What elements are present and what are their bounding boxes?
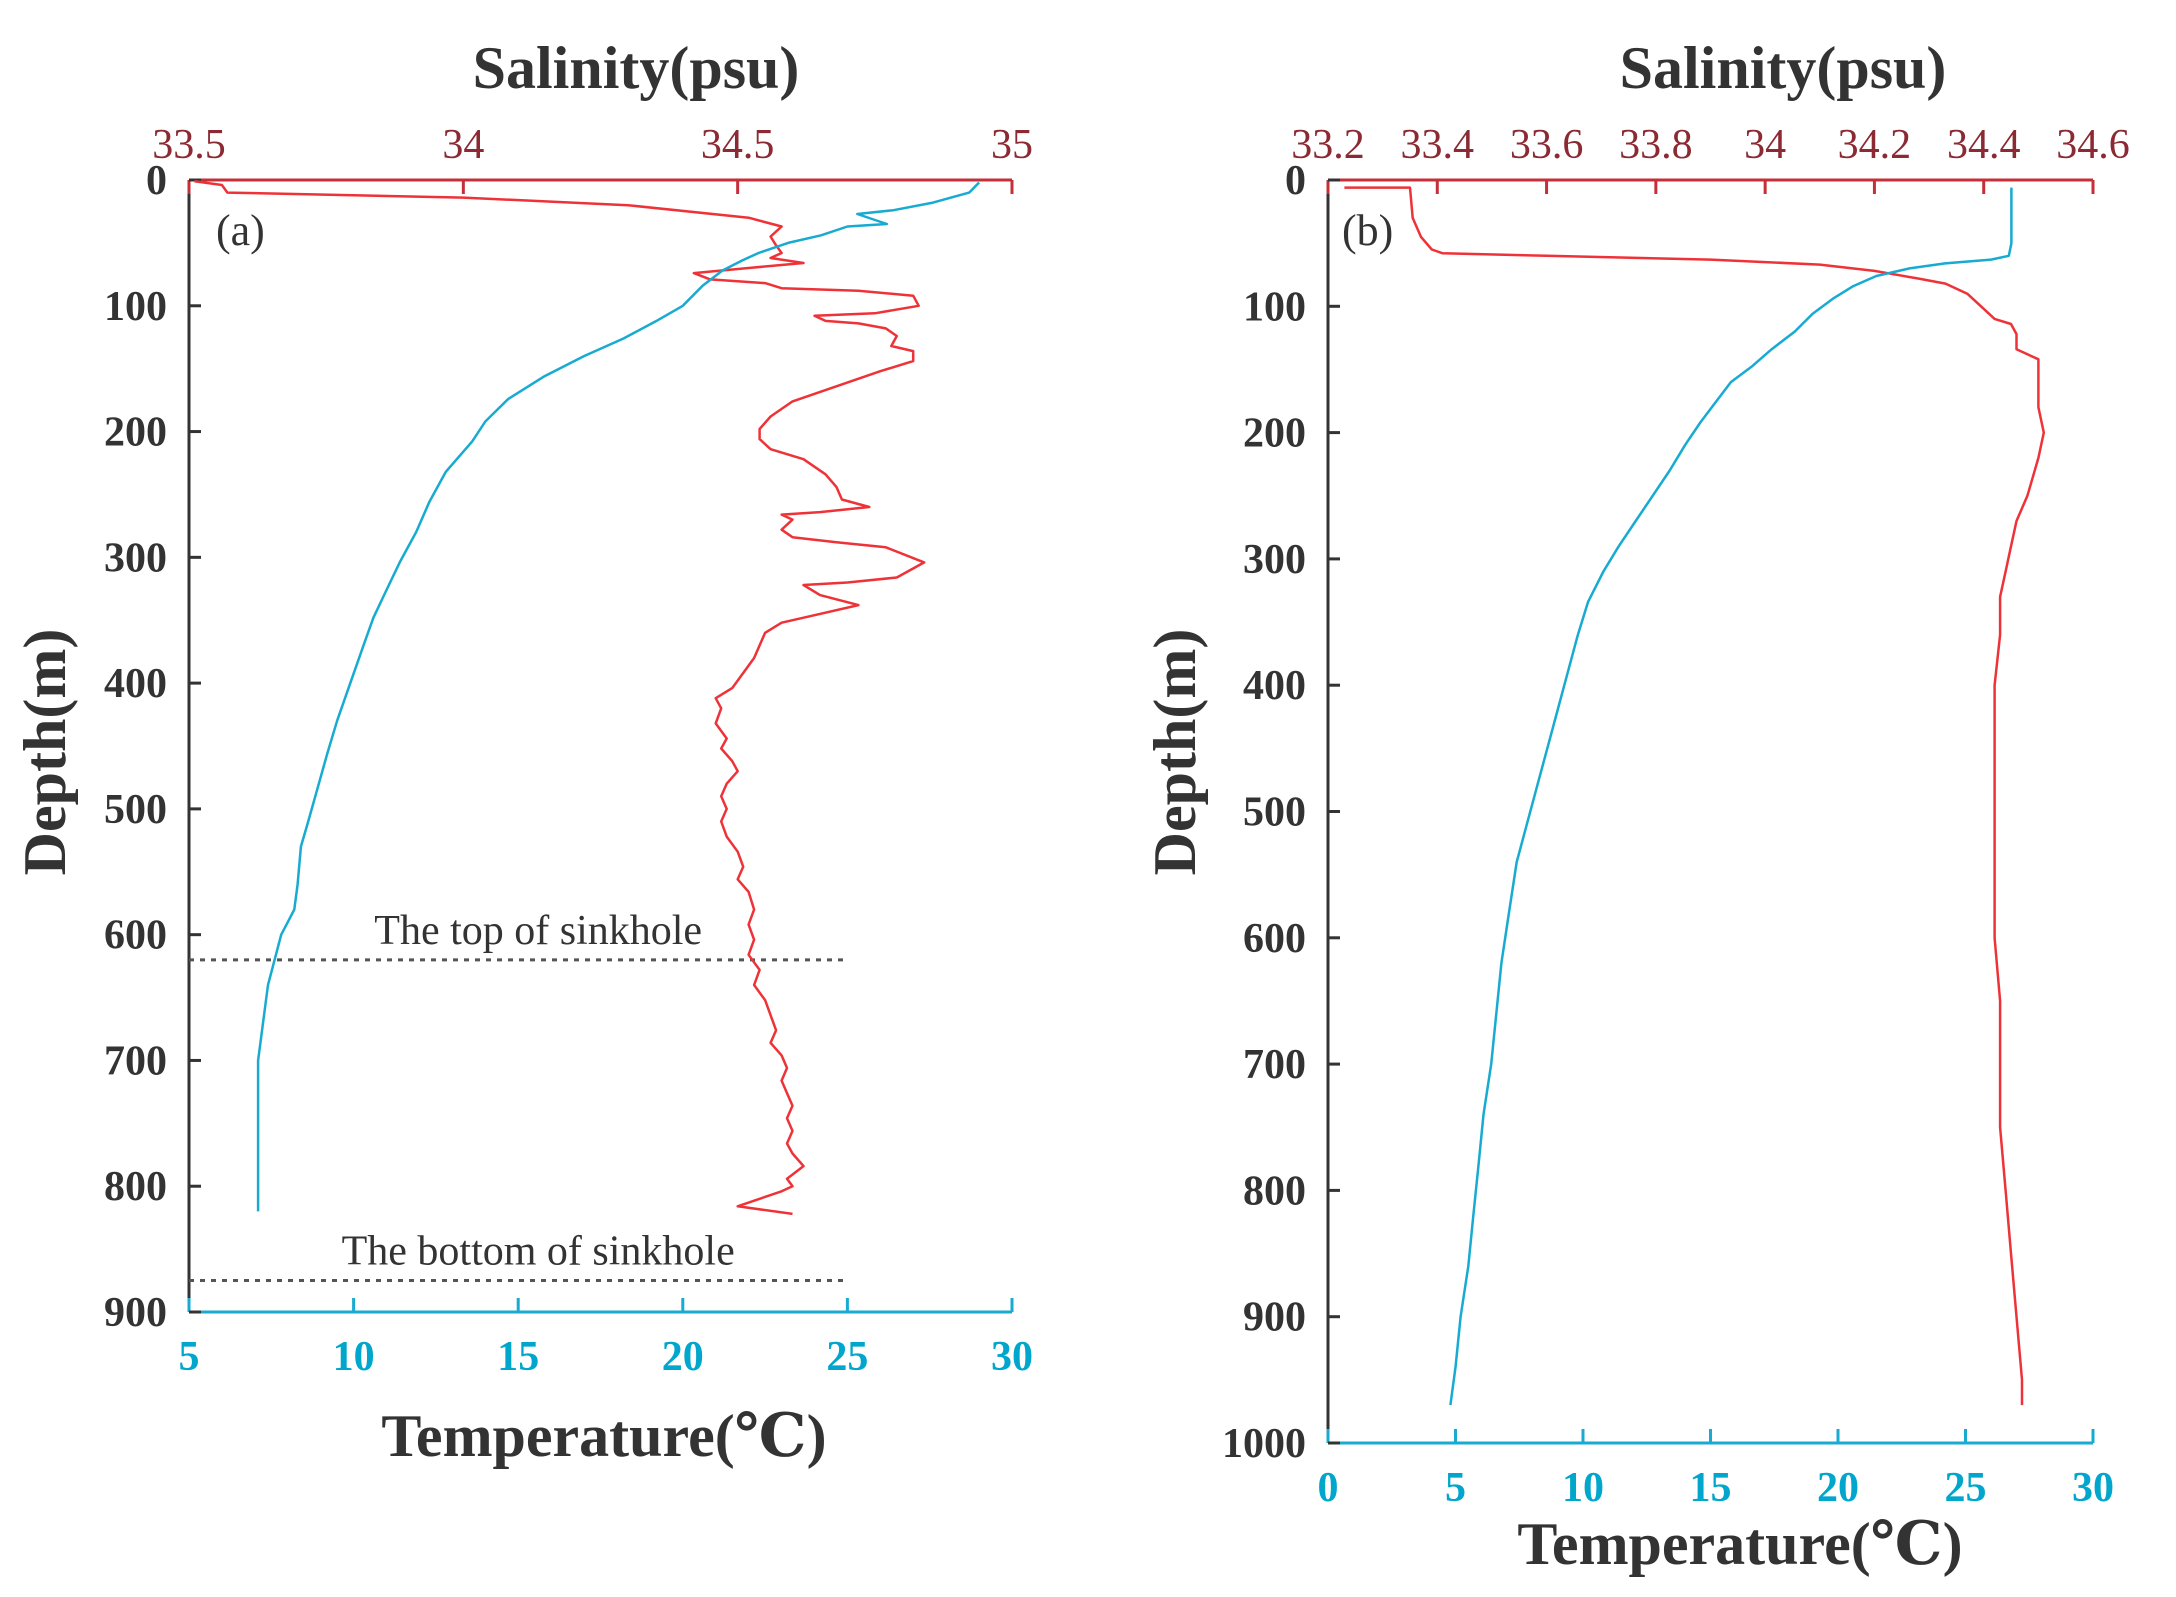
panel-a-salinity-tick-label: 34 <box>442 122 484 168</box>
panel-b-depth-tick-label: 900 <box>1243 1295 1306 1341</box>
panel-a-temperature-tick-label: 25 <box>826 1334 868 1380</box>
panel-a-depth-tick-label: 200 <box>104 410 167 456</box>
panel-b-depth-tick-label: 400 <box>1243 663 1306 709</box>
panel-a-temperature-tick-label: 30 <box>991 1334 1033 1380</box>
panel-b-depth-tick-label: 1000 <box>1222 1421 1306 1467</box>
panel-b-depth-tick-label: 0 <box>1285 158 1306 204</box>
panel-a-temperature-tick-label: 15 <box>497 1334 539 1380</box>
panel-b-temperature-tick-label: 0 <box>1318 1465 1339 1511</box>
panel-a-reference-line-label: The bottom of sinkhole <box>342 1229 735 1275</box>
panel-b-salinity-tick-label: 34 <box>1744 122 1786 168</box>
panel-b-temperature-ticks: 0 5 10 15 20 25 30 <box>1318 1429 2114 1511</box>
panel-b-salinity-tick-label: 33.6 <box>1510 122 1584 168</box>
panel-a-salinity-ticks: 33.5 34 34.5 35 <box>152 122 1033 194</box>
panel-b-temperature-axis-title: Temperature(℃) <box>1517 1511 1962 1577</box>
panel-b-salinity-line <box>1344 186 2046 1406</box>
panel-a-salinity-tick-label: 35 <box>991 122 1033 168</box>
panel-a-depth-axis-title: Depth(m) <box>12 629 78 876</box>
panel-a-salinity-tick-label: 34.5 <box>701 122 775 168</box>
panel-a-salinity-tick-label: 33.5 <box>152 122 226 168</box>
panel-a-temperature-tick-label: 10 <box>333 1334 375 1380</box>
panel-a-depth-tick-label: 300 <box>104 535 167 581</box>
panel-a-reference-line-label: The top of sinkhole <box>374 908 702 954</box>
panel-b-depth-tick-label: 100 <box>1243 284 1306 330</box>
panel-b-depth-tick-label: 700 <box>1243 1042 1306 1088</box>
panel-a-depth-tick-label: 0 <box>146 158 167 204</box>
panel-a-temperature-line <box>256 181 980 1212</box>
panel-b-temperature-tick-label: 25 <box>1945 1465 1987 1511</box>
panel-b-temperature-tick-label: 15 <box>1690 1465 1732 1511</box>
panel-b-temperature-line <box>1449 187 2013 1406</box>
panel-b-salinity-tick-label: 34.6 <box>2056 122 2130 168</box>
panel-a-reference-lines: The top of sinkhole The bottom of sinkhol… <box>189 908 848 1283</box>
panel-a-depth-tick-label: 100 <box>104 284 167 330</box>
panel-b-salinity-tick-label: 33.4 <box>1401 122 1475 168</box>
panel-a-salinity-line <box>194 180 926 1216</box>
panel-a-depth-tick-label: 700 <box>104 1038 167 1084</box>
panel-b-salinity-tick-label: 34.4 <box>1947 122 2021 168</box>
panel-b-depth-ticks: 0 100 200 300 400 500 600 700 800 900 1000 <box>1222 158 1340 1467</box>
panel-a-temperature-tick-label: 20 <box>662 1334 704 1380</box>
panel-a-depth-tick-label: 800 <box>104 1164 167 1210</box>
panel-b-salinity-tick-label: 33.2 <box>1291 122 1365 168</box>
panel-b-temperature-tick-label: 30 <box>2072 1465 2114 1511</box>
panel-a-depth-tick-label: 500 <box>104 787 167 833</box>
panel-a-salinity-temperature-profile: Salinity(psu) Temperature(℃) Depth(m) 33… <box>12 35 1033 1469</box>
panel-a-depth-tick-label: 600 <box>104 913 167 959</box>
panel-a-temperature-tick-label: 5 <box>179 1334 200 1380</box>
panel-a-salinity-axis-title: Salinity(psu) <box>473 35 800 101</box>
panel-b-label: (b) <box>1342 206 1393 255</box>
panel-b-depth-tick-label: 200 <box>1243 411 1306 457</box>
panel-a-label: (a) <box>216 206 265 255</box>
panel-a-temperature-axis-title: Temperature(℃) <box>381 1403 826 1469</box>
panel-b-depth-axis-title: Depth(m) <box>1142 629 1208 876</box>
panel-a-depth-tick-label: 400 <box>104 661 167 707</box>
panel-a-depth-ticks: 0 100 200 300 400 500 600 700 800 900 <box>104 158 201 1336</box>
panel-b-temperature-tick-label: 5 <box>1445 1465 1466 1511</box>
panel-b-depth-tick-label: 800 <box>1243 1168 1306 1214</box>
panel-b-temperature-tick-label: 20 <box>1817 1465 1859 1511</box>
panel-a-depth-tick-label: 900 <box>104 1290 167 1336</box>
panel-b-salinity-ticks: 33.2 33.4 33.6 33.8 34 34.2 34.4 34.6 <box>1291 122 2130 194</box>
panel-b-depth-tick-label: 600 <box>1243 916 1306 962</box>
panel-b-salinity-tick-label: 34.2 <box>1838 122 1912 168</box>
panel-b-salinity-tick-label: 33.8 <box>1619 122 1693 168</box>
panel-a-temperature-ticks: 5 10 15 20 25 30 <box>179 1298 1033 1380</box>
panel-b-depth-tick-label: 300 <box>1243 537 1306 583</box>
panel-b-temperature-tick-label: 10 <box>1562 1465 1604 1511</box>
panel-b-salinity-temperature-profile: Salinity(psu) Temperature(℃) Depth(m) 33… <box>1142 35 2130 1577</box>
panel-b-salinity-axis-title: Salinity(psu) <box>1620 35 1947 101</box>
panel-b-depth-tick-label: 500 <box>1243 790 1306 836</box>
